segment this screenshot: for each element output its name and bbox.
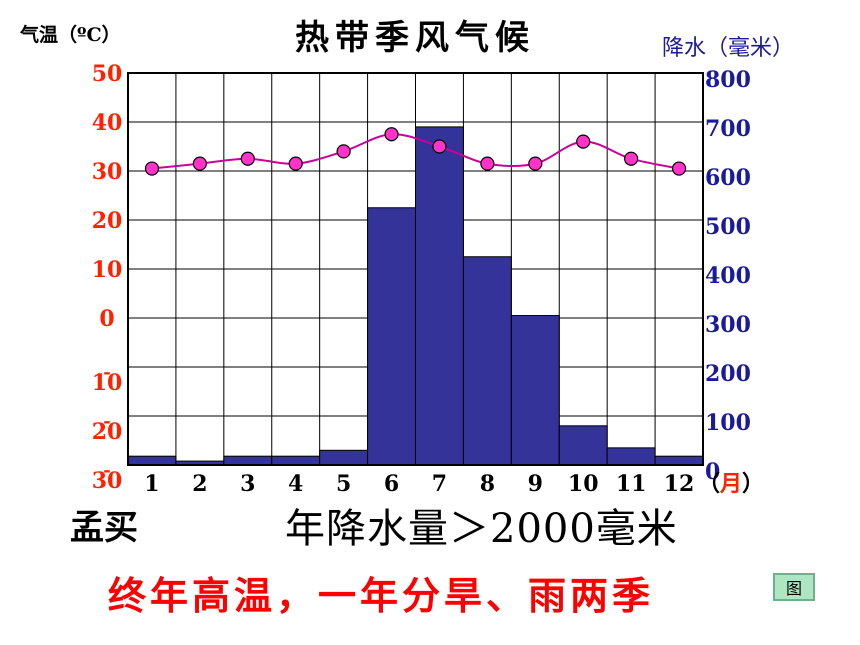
precipitation-bar (654, 455, 704, 466)
temperature-point (576, 134, 591, 149)
temperature-point (336, 144, 351, 159)
month-tick-label: 4 (288, 471, 303, 497)
temperature-point (671, 161, 687, 176)
temperature-tick-label: 20 (92, 208, 123, 234)
month-tick-label: 1 (144, 471, 159, 497)
month-tick-label: 10 (568, 471, 599, 497)
temperature-tick-label: - (103, 411, 110, 432)
temperature-point (192, 156, 207, 171)
month-tick-label: 7 (432, 471, 447, 497)
temperature-tick-label: 10 (92, 257, 123, 283)
temperature-point (528, 156, 543, 171)
temperature-point (624, 151, 639, 166)
month-tick-label: 5 (336, 471, 351, 497)
month-tick-label: 12 (664, 471, 695, 497)
precipitation-tick-label: 0 (705, 459, 720, 485)
chart-title: 热带季风气候 (295, 18, 535, 58)
precipitation-bar (510, 315, 560, 466)
temperature-point (288, 156, 303, 171)
temperature-tick-label: - (103, 362, 110, 383)
precipitation-tick-label: 600 (705, 165, 751, 191)
month-tick-label: 8 (480, 471, 495, 497)
precipitation-tick-label: 100 (705, 410, 751, 436)
annual-precipitation-note: 年降水量＞2000毫米 (285, 506, 678, 552)
temperature-tick-label: 50 (92, 61, 123, 87)
precipitation-tick-label: 800 (705, 67, 751, 93)
temperature-tick-label: 40 (92, 110, 123, 136)
precipitation-axis-title: 降水（毫米） (662, 36, 795, 61)
temperature-tick-label: - (103, 460, 110, 481)
temperature-point (432, 139, 447, 154)
precipitation-tick-label: 300 (705, 312, 751, 338)
temperature-tick-label: 30 (92, 468, 123, 494)
month-tick-label: 2 (192, 471, 207, 497)
temperature-tick-label: 10 (92, 370, 123, 396)
precipitation-bar (319, 449, 369, 466)
precipitation-bar (558, 425, 608, 466)
month-tick-label: 6 (384, 471, 399, 497)
precipitation-tick-label: 200 (705, 361, 751, 387)
month-tick-label: 9 (528, 471, 543, 497)
plot-frame (127, 72, 704, 466)
month-tick-label: 3 (240, 471, 255, 497)
climate-summary: 终年高温，一年分旱、雨两季 (108, 573, 655, 618)
month-tick-label: 11 (616, 471, 647, 497)
temperature-tick-label: 30 (92, 159, 123, 185)
month-unit-label: （月） (698, 471, 765, 497)
precipitation-bar (415, 126, 464, 466)
precipitation-bar (271, 455, 321, 466)
temperature-point (240, 151, 255, 166)
temperature-axis-title: 气温（ºC） (20, 24, 121, 46)
figure-button[interactable]: 图 (773, 573, 815, 601)
temperature-point (480, 156, 495, 171)
precipitation-bar (462, 256, 512, 466)
city-name: 孟买 (70, 508, 138, 548)
precipitation-bar (127, 455, 177, 466)
temperature-tick-label: 0 (99, 306, 114, 332)
precipitation-bar (223, 455, 273, 466)
precipitation-bar (606, 447, 656, 466)
precipitation-tick-label: 500 (705, 214, 751, 240)
temperature-point (144, 161, 160, 176)
temperature-point (384, 127, 399, 142)
temperature-tick-label: 20 (92, 419, 123, 445)
precipitation-tick-label: 700 (705, 116, 751, 142)
precipitation-bar (367, 207, 417, 466)
precipitation-tick-label: 400 (705, 263, 751, 289)
